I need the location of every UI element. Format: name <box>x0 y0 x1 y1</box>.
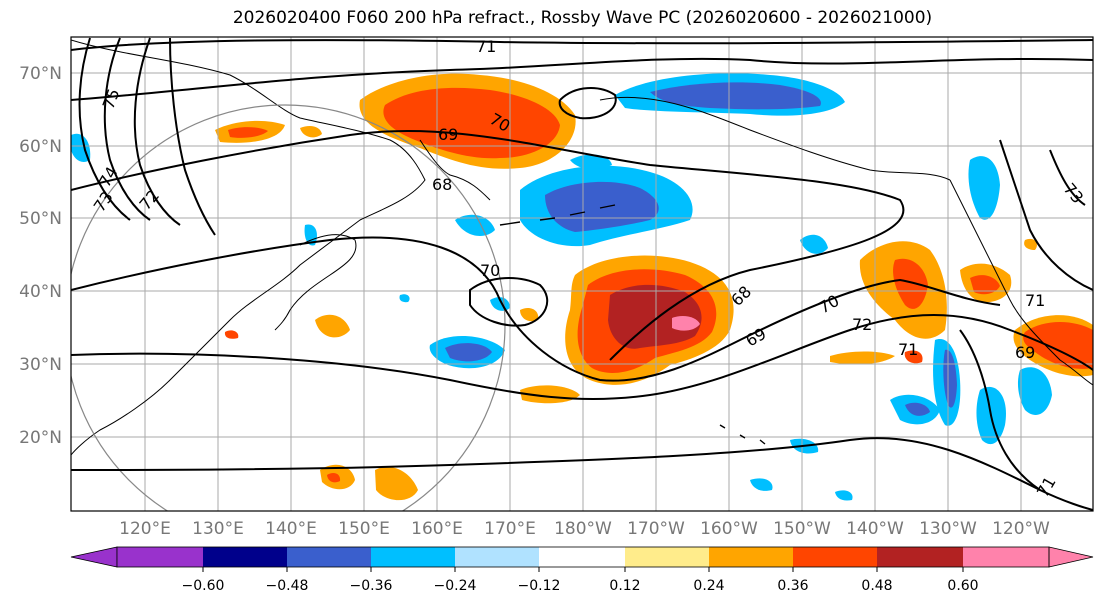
lat-label: 40°N <box>19 282 62 302</box>
contour-label: 71 <box>476 37 496 56</box>
colorbar-segment <box>539 547 625 567</box>
lon-label: 160°E <box>411 519 463 539</box>
contour-line <box>133 37 181 226</box>
lat-label: 30°N <box>19 355 62 375</box>
map-title: 2026020400 F060 200 hPa refract., Rossby… <box>232 8 933 28</box>
lon-label: 130°E <box>192 519 244 539</box>
colorbar-tick-label: 0.24 <box>693 578 724 594</box>
contour-line <box>71 57 1093 101</box>
colorbar-segment <box>203 547 287 567</box>
contour-line <box>469 277 549 327</box>
lon-label: 150°W <box>773 519 831 539</box>
contour-line <box>959 329 1041 491</box>
contour-line <box>71 314 1093 401</box>
lon-label: 130°W <box>919 519 977 539</box>
lat-label: 50°N <box>19 209 62 229</box>
contour-line <box>78 37 131 221</box>
contour-line <box>103 37 151 221</box>
north-america-coastline <box>949 179 1093 386</box>
colorbar-segment <box>709 547 793 567</box>
lat-label: 20°N <box>19 428 62 448</box>
colorbar-segment <box>117 547 203 567</box>
contour-lines <box>71 37 1093 511</box>
lon-label: 140°E <box>265 519 317 539</box>
colorbar-tick-label: 0.12 <box>609 578 640 594</box>
lon-label: 160°W <box>700 519 758 539</box>
coastlines <box>71 39 1093 456</box>
contour-label: 71 <box>1025 291 1045 310</box>
lon-label: 170°E <box>484 519 536 539</box>
contour-line <box>169 37 216 236</box>
lat-label: 70°N <box>19 64 62 84</box>
lon-label: 150°E <box>338 519 390 539</box>
alaska-coastline <box>599 96 951 181</box>
contour-line <box>1049 149 1086 206</box>
contour-line <box>999 139 1093 291</box>
colorbar-segment <box>287 547 371 567</box>
colorbar-tick-label: 0.48 <box>861 578 892 594</box>
colorbar-segment <box>963 547 1049 567</box>
lon-label: 120°W <box>992 519 1050 539</box>
contour-label: 69 <box>1015 343 1035 362</box>
contour-line <box>71 437 1093 511</box>
lon-label: 140°W <box>846 519 904 539</box>
colorbar-tick-label: −0.36 <box>350 578 393 594</box>
contour-label: 72 <box>852 315 872 334</box>
contour-label: 70 <box>480 261 500 280</box>
colorbar-segment <box>625 547 709 567</box>
contour-line <box>71 129 905 361</box>
asia-coastline <box>71 39 426 456</box>
colorbar-tick-label: −0.60 <box>182 578 225 594</box>
japan-coastline <box>274 234 357 331</box>
shading-layer <box>71 73 1093 501</box>
contour-label: 68 <box>432 175 452 194</box>
lon-label: 170°W <box>627 519 685 539</box>
map-area: 71 75 74 73 72 69 70 68 70 69 68 70 72 7… <box>71 37 1093 511</box>
gridlines <box>71 37 1093 511</box>
colorbar-segment <box>371 547 455 567</box>
colorbar-extend-high <box>1048 546 1094 568</box>
contour-line <box>71 39 1093 51</box>
latitude-labels: 70°N 60°N 50°N 40°N 30°N 20°N <box>19 64 62 448</box>
contour-label: 71 <box>898 340 918 359</box>
colorbar-segment <box>455 547 539 567</box>
contour-line <box>71 236 1001 382</box>
colorbar-tick-label: −0.24 <box>434 578 477 594</box>
hawaii-islands <box>719 424 766 445</box>
colorbar: −0.60 −0.48 −0.36 −0.24 −0.12 0.12 0.24 … <box>70 546 1094 594</box>
map-frame <box>70 36 1094 512</box>
contour-label: 69 <box>438 125 458 144</box>
colorbar-segment <box>793 547 877 567</box>
colorbar-tick-label: 0.60 <box>947 578 978 594</box>
colorbar-extend-low <box>70 546 118 568</box>
aleutian-islands <box>499 204 616 226</box>
colorbar-tick-label: −0.48 <box>266 578 309 594</box>
lat-label: 60°N <box>19 137 62 157</box>
colorbar-tick-label: −0.12 <box>518 578 561 594</box>
contour-line <box>558 87 617 120</box>
lon-label: 180°W <box>554 519 612 539</box>
kamchatka-coastline <box>419 139 491 201</box>
colorbar-segment <box>877 547 963 567</box>
colorbar-tick-label: 0.36 <box>777 578 808 594</box>
longitude-labels: 120°E 130°E 140°E 150°E 160°E 170°E 180°… <box>119 519 1050 539</box>
lon-label: 120°E <box>119 519 171 539</box>
